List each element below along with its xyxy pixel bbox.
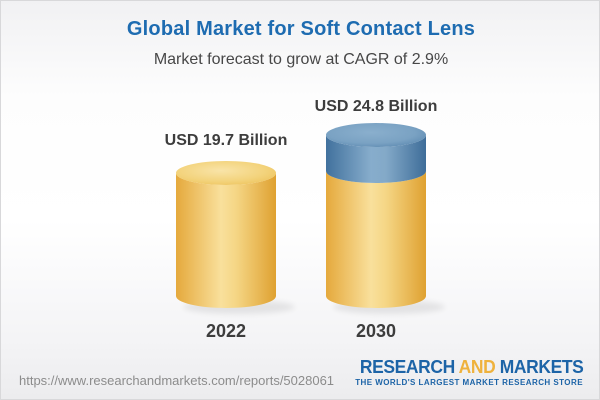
category-label-2030: 2030 bbox=[355, 321, 397, 341]
cylinder-2030 bbox=[326, 123, 426, 308]
logo-word-research: RESEARCH bbox=[359, 357, 455, 377]
value-label-2030: USD 24.8 Billion bbox=[314, 98, 438, 115]
logo-wordmark: RESEARCH AND MARKETS bbox=[359, 357, 584, 377]
logo-word-and: AND bbox=[458, 357, 495, 377]
cylinder-2022 bbox=[176, 161, 276, 308]
logo-word-markets: MARKETS bbox=[499, 357, 583, 377]
report-url: https://www.researchandmarkets.com/repor… bbox=[19, 373, 335, 388]
logo-tagline: THE WORLD'S LARGEST MARKET RESEARCH STOR… bbox=[355, 378, 583, 387]
chart-title: Global Market for Soft Contact Lens bbox=[126, 18, 476, 40]
value-label-2022: USD 19.7 Billion bbox=[164, 132, 288, 149]
category-label-2022: 2022 bbox=[205, 321, 247, 341]
growth-segment bbox=[326, 135, 426, 183]
chart-subtitle: Market forecast to grow at CAGR of 2.9% bbox=[153, 51, 449, 68]
research-and-markets-logo: RESEARCH AND MARKETS THE WORLD'S LARGEST… bbox=[353, 358, 583, 387]
